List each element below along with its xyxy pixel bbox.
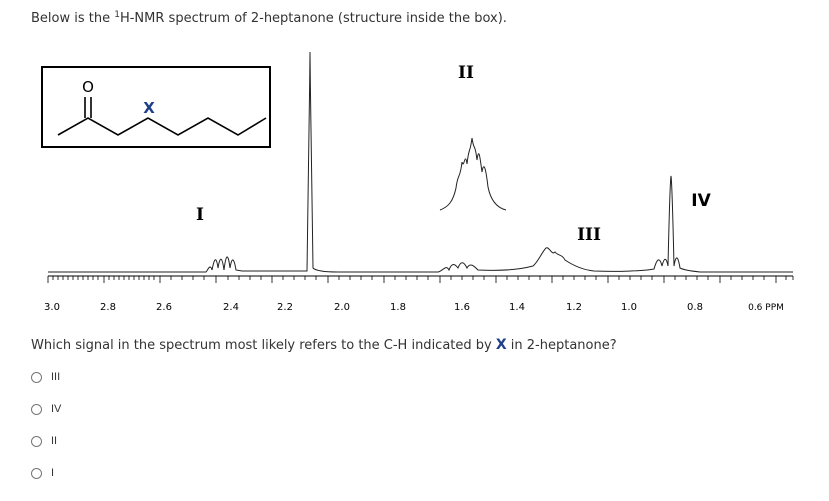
axis-tick-label: 2.0 [334,302,350,313]
signal-label-III: III [577,225,601,245]
intro-superscript: 1 [114,10,120,20]
question-before: Which signal in the spectrum most likely… [31,338,496,353]
axis-minor-ticks [47,276,794,283]
x-marker-label: X [143,99,155,117]
signal-II-expansion [439,137,507,211]
axis-tick-label: 1.6 [454,302,470,313]
question-x-marker: X [495,337,507,353]
axis-tick-label: 1.0 [621,302,637,313]
intro-text: Below is the 1H-NMR spectrum of 2-heptan… [31,10,507,27]
question-after: in 2-heptanone? [506,338,617,353]
axis-tick-label: 2.4 [223,302,239,313]
intro-suffix: H-NMR spectrum of 2-heptanone (structure… [119,11,507,26]
nmr-spectrum-image: O X [41,51,794,313]
oxygen-atom-label: O [82,78,94,96]
axis-tick-label: 1.2 [566,302,582,313]
axis-tick-label: 3.0 [44,302,60,313]
option-IV[interactable]: IV [31,400,151,418]
option-label: IV [51,403,62,415]
option-label: II [51,435,58,447]
spectrum-trace [48,51,793,273]
axis-tick-label: 2.8 [100,302,116,313]
option-label: III [51,371,61,383]
2-heptanone-structure [57,97,267,136]
axis-tick-label: 2.6 [156,302,172,313]
radio-button[interactable] [31,403,42,415]
axis-tick-label: 2.2 [277,302,293,313]
question-text: Which signal in the spectrum most likely… [31,337,617,353]
structure-box [41,66,271,148]
axis-tick-label: 0.6 PPM [748,303,784,313]
signal-label-I: I [196,205,204,225]
axis-tick-label: 1.8 [390,302,406,313]
intro-prefix: Below is the [31,11,115,26]
option-label: I [51,467,55,479]
nmr-figure: O X [28,42,808,327]
option-I[interactable]: I [31,464,151,482]
radio-button[interactable] [31,371,42,383]
option-II[interactable]: II [31,432,151,450]
axis-tick-label: 0.8 [687,302,703,313]
axis-tick-label: 1.4 [509,302,525,313]
signal-label-II: II [458,63,474,83]
radio-button[interactable] [31,435,42,447]
signal-label-IV: IV [691,191,711,211]
option-III[interactable]: III [31,368,151,386]
radio-button[interactable] [31,467,42,479]
